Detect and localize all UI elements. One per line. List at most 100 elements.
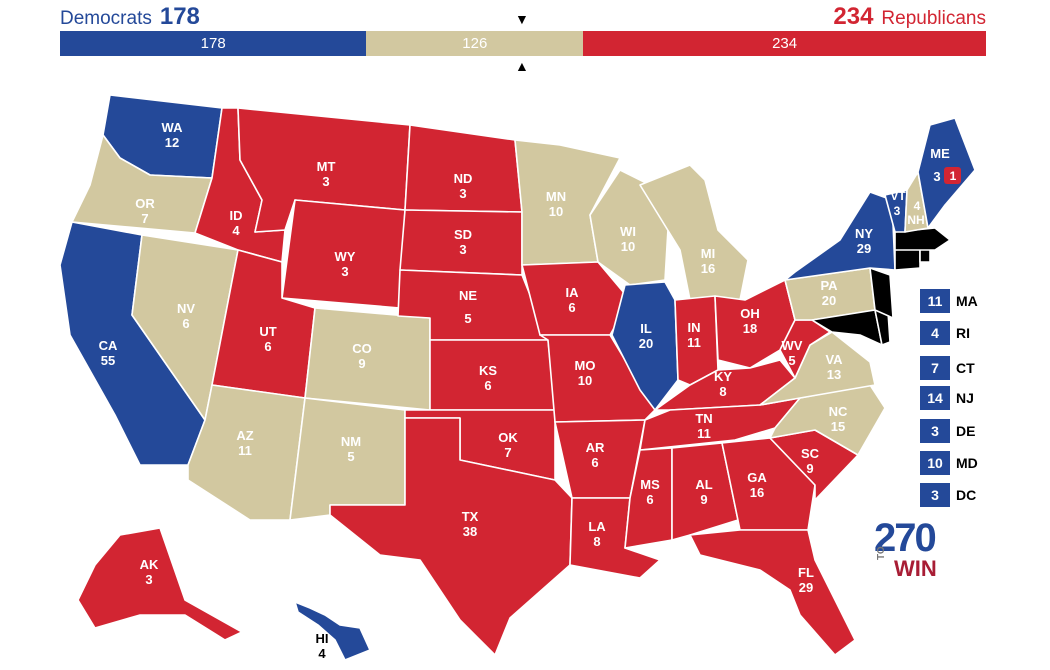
state-co[interactable] [304, 307, 431, 411]
abbr-ri: RI [956, 325, 970, 341]
majority-marker-up-icon: ▲ [515, 58, 529, 74]
ev-me: 3 [933, 169, 940, 184]
ev-ut: 6 [264, 339, 271, 354]
ev-mn: 10 [549, 204, 563, 219]
democrats-total: 178 [159, 3, 200, 30]
ev-tx: 38 [463, 524, 477, 539]
label-wv: WV [782, 338, 803, 353]
ev-vt: 3 [894, 204, 901, 218]
state-ak[interactable] [77, 527, 243, 641]
small-state-de[interactable]: 3 DE [920, 418, 975, 444]
bar-segment-tossup: 126 [366, 31, 584, 56]
ev-wv: 5 [788, 353, 795, 368]
ev-il: 20 [639, 336, 653, 351]
small-state-ma[interactable]: 11 MA [920, 288, 978, 314]
ev-me-cd2: 1 [950, 169, 957, 183]
label-fl: FL [798, 565, 814, 580]
ev-ny: 29 [857, 241, 871, 256]
ev-ks: 6 [484, 378, 491, 393]
state-il[interactable] [611, 281, 679, 411]
ev-va: 13 [827, 367, 841, 382]
270towin-logo: 270 TO WIN [874, 516, 954, 586]
label-ga: GA [747, 470, 767, 485]
label-ne: NE [459, 288, 477, 303]
majority-marker-down-icon: ▼ [515, 11, 529, 27]
small-state-dc[interactable]: 3 DC [920, 482, 976, 508]
ev-mo: 10 [578, 373, 592, 388]
ev-mt: 3 [322, 174, 329, 189]
state-me-cd2[interactable] [944, 167, 961, 184]
label-ca: CA [99, 338, 118, 353]
ev-fl: 29 [799, 580, 813, 595]
abbr-md: MD [956, 455, 978, 471]
ev-ne: 5 [464, 311, 471, 326]
label-me: ME [930, 146, 950, 161]
label-nd: ND [454, 171, 473, 186]
label-in: IN [688, 320, 701, 335]
ev-ia: 6 [568, 300, 575, 315]
label-vt: VT [890, 189, 906, 203]
ev-box-nj: 14 [920, 386, 950, 410]
ev-wi: 10 [621, 239, 635, 254]
logo-win: WIN [894, 556, 937, 581]
label-oh: OH [740, 306, 760, 321]
state-al[interactable] [671, 442, 739, 541]
state-nj[interactable] [869, 267, 894, 319]
republicans-total: 234 [833, 3, 874, 30]
label-hi: HI [316, 631, 329, 646]
label-ut: UT [259, 324, 276, 339]
bar-segment-republicans: 234 [583, 31, 986, 56]
bar-segment-democrats: 178 [60, 31, 367, 56]
label-nh: NH [907, 213, 924, 227]
label-nc: NC [829, 404, 848, 419]
ev-mi: 16 [701, 261, 715, 276]
label-ak: AK [140, 557, 159, 572]
abbr-nj: NJ [956, 390, 974, 406]
label-ny: NY [855, 226, 873, 241]
state-ny[interactable] [784, 191, 896, 281]
ev-box-ri: 4 [920, 321, 950, 345]
ev-al: 9 [700, 492, 707, 507]
ev-pa: 20 [822, 293, 836, 308]
state-md[interactable] [811, 309, 883, 346]
label-id: ID [230, 208, 243, 223]
electoral-vote-bar: 178 126 234 [60, 31, 986, 56]
ev-az: 11 [238, 443, 252, 458]
state-ms[interactable] [624, 447, 673, 549]
ev-box-md: 10 [920, 451, 950, 475]
ev-nm: 5 [347, 449, 354, 464]
label-tn: TN [695, 411, 712, 426]
state-ar[interactable] [554, 419, 646, 499]
label-la: LA [588, 519, 606, 534]
ev-box-ct: 7 [920, 356, 950, 380]
ev-tn: 11 [697, 426, 711, 441]
label-va: VA [825, 352, 843, 367]
ev-sd: 3 [459, 242, 466, 257]
label-ar: AR [586, 440, 605, 455]
label-ia: IA [566, 285, 580, 300]
label-ky: KY [714, 369, 732, 384]
state-mi[interactable] [639, 164, 749, 301]
democrats-header: Democrats 178 [60, 4, 200, 32]
ev-hi: 4 [318, 646, 326, 661]
republicans-header: 234 Republicans [833, 4, 986, 32]
ev-ca: 55 [101, 353, 115, 368]
small-state-md[interactable]: 10 MD [920, 450, 978, 476]
label-co: CO [352, 341, 372, 356]
state-hi[interactable] [294, 601, 371, 661]
state-tx[interactable] [329, 417, 573, 656]
abbr-ma: MA [956, 293, 978, 309]
label-wa: WA [162, 120, 184, 135]
ev-nd: 3 [459, 186, 466, 201]
label-nm: NM [341, 434, 361, 449]
bar-democrats-count: 178 [200, 35, 226, 52]
label-ms: MS [640, 477, 660, 492]
small-state-ri[interactable]: 4 RI [920, 320, 970, 346]
label-wy: WY [335, 249, 356, 264]
state-fl[interactable] [689, 529, 856, 656]
ev-nc: 15 [831, 419, 845, 434]
small-state-ct[interactable]: 7 CT [920, 355, 975, 381]
ev-box-de: 3 [920, 419, 950, 443]
small-state-nj[interactable]: 14 NJ [920, 385, 974, 411]
